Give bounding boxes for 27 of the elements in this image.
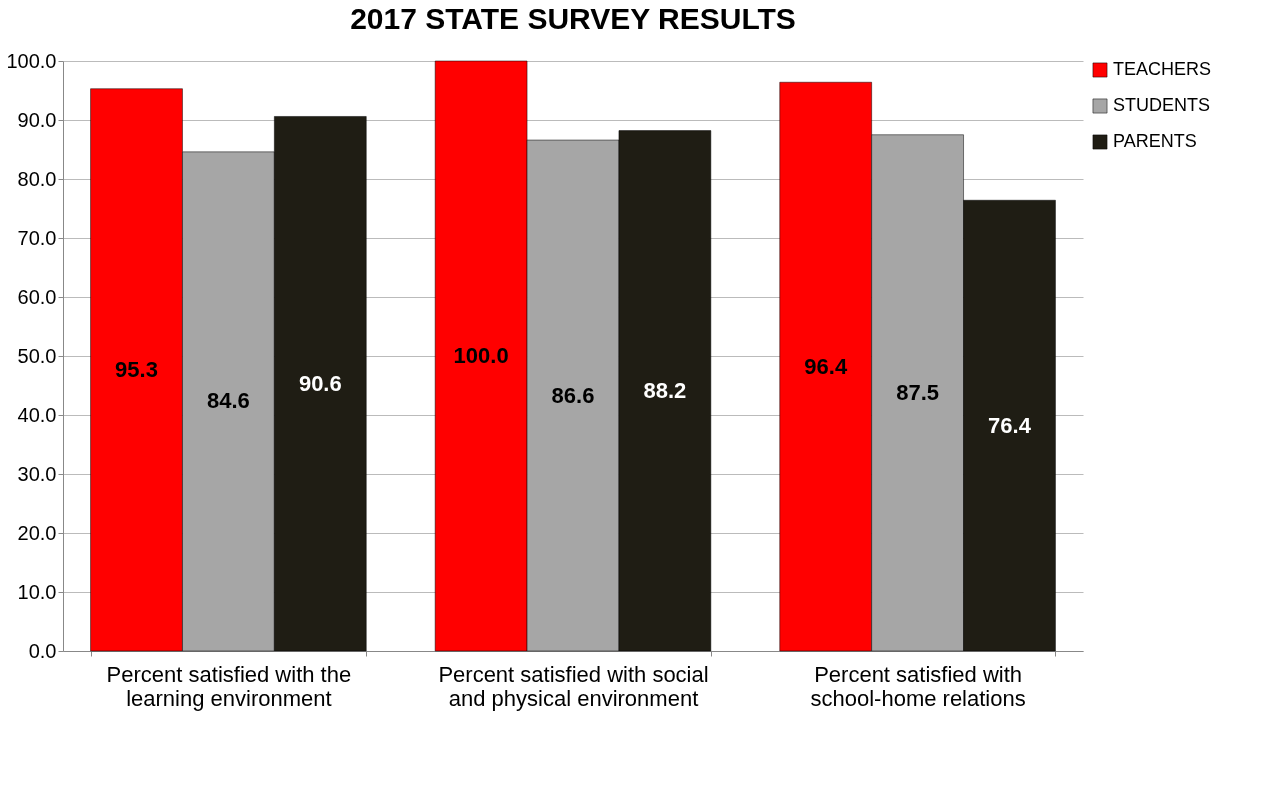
data-label: 76.4: [988, 412, 1032, 438]
y-tick-label: 60.0: [17, 285, 57, 308]
legend-label: PARENTS: [1113, 131, 1197, 151]
data-label: 84.6: [206, 388, 250, 414]
x-tick-label: Percent satisfied with school-home relations: [810, 661, 1026, 711]
data-label: 100.0: [453, 343, 509, 368]
y-tick-label: 80.0: [17, 167, 57, 190]
y-tick-label: 0.0: [28, 639, 57, 662]
y-tick-label: 10.0: [17, 580, 57, 603]
legend-label: STUDENTS: [1113, 95, 1211, 115]
legend-label: TEACHERS: [1113, 59, 1212, 79]
x-tick-label: Percent satisfied with the learning environment: [106, 661, 352, 711]
y-tick-label: 90.0: [17, 108, 57, 131]
data-label: 96.4: [804, 353, 848, 379]
y-tick-label: 30.0: [17, 462, 57, 485]
data-label: 86.6: [551, 382, 595, 408]
y-tick-label: 40.0: [17, 403, 57, 426]
data-label: 90.6: [298, 370, 342, 396]
y-tick-label: 50.0: [17, 344, 57, 367]
data-label: 88.2: [643, 377, 687, 403]
x-tick-label: Percent satisfied with social and physical environment: [438, 661, 709, 711]
y-tick-label: 20.0: [17, 521, 57, 544]
data-label: 87.5: [896, 379, 940, 405]
y-tick-label: 100.0: [6, 49, 57, 72]
data-label: 95.3: [115, 356, 158, 382]
chart-title: 2017 STATE SURVEY RESULTS: [350, 2, 796, 35]
y-tick-label: 70.0: [17, 226, 57, 249]
